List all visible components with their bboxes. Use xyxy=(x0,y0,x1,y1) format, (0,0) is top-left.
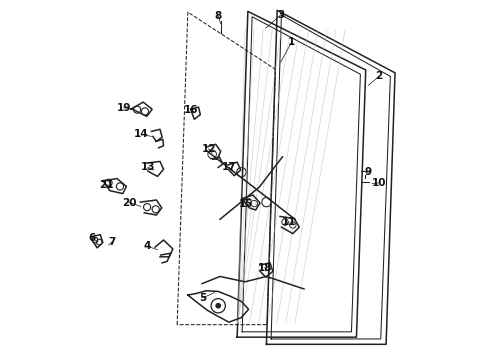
Text: 10: 10 xyxy=(372,178,387,188)
Text: 11: 11 xyxy=(281,217,296,227)
Text: 9: 9 xyxy=(365,167,372,177)
Text: 13: 13 xyxy=(141,162,155,172)
Text: 3: 3 xyxy=(277,10,284,20)
Text: 4: 4 xyxy=(143,241,150,251)
Text: 1: 1 xyxy=(288,37,295,48)
Text: 21: 21 xyxy=(99,180,114,190)
Text: 12: 12 xyxy=(201,144,216,154)
Text: 2: 2 xyxy=(375,71,383,81)
Text: 7: 7 xyxy=(108,237,116,247)
Text: 14: 14 xyxy=(134,129,149,139)
Text: 6: 6 xyxy=(89,233,96,243)
Text: 19: 19 xyxy=(116,103,131,113)
Text: 5: 5 xyxy=(199,293,206,303)
Text: 20: 20 xyxy=(122,198,137,207)
Text: 17: 17 xyxy=(221,162,236,172)
Text: 15: 15 xyxy=(239,199,253,209)
Circle shape xyxy=(216,303,220,308)
Text: 18: 18 xyxy=(258,262,272,273)
Text: 8: 8 xyxy=(215,11,222,21)
Text: 16: 16 xyxy=(184,105,198,114)
